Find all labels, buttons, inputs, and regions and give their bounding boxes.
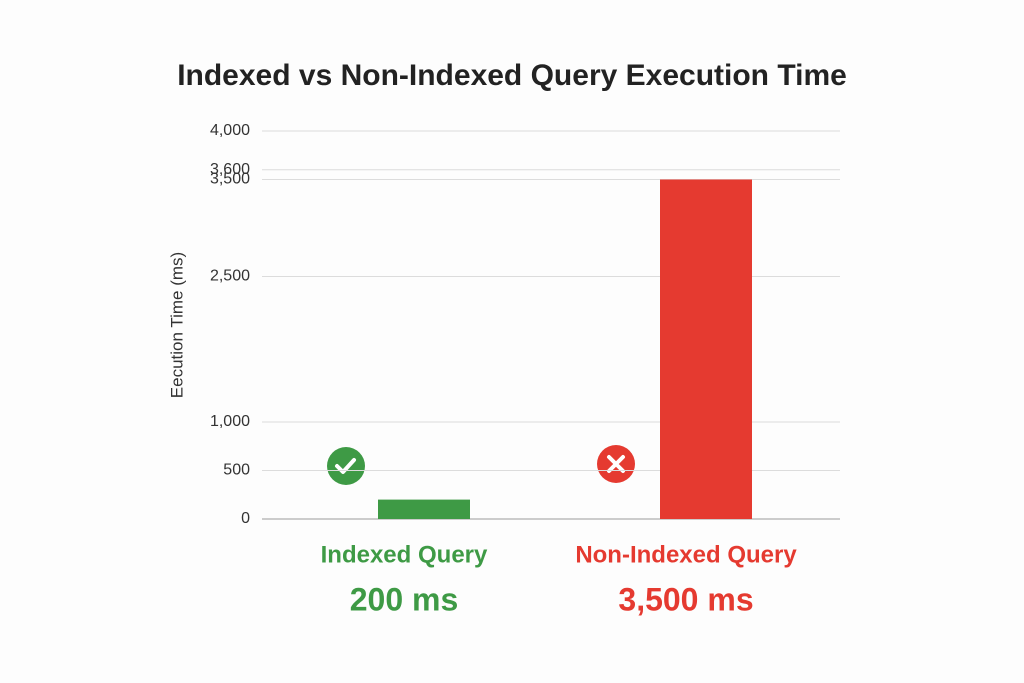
- cross-icon: [597, 445, 635, 483]
- y-tick-label: 3,500: [210, 171, 250, 188]
- bar: [378, 499, 470, 519]
- y-axis-label: Eecution Time (ms): [167, 252, 186, 398]
- bar: [660, 179, 752, 519]
- y-tick-label: 4,000: [210, 122, 250, 139]
- y-tick-label: 1,000: [210, 413, 250, 430]
- y-tick-label: 2,500: [210, 268, 250, 285]
- y-tick-label: 3,600: [210, 161, 250, 178]
- y-tick-label: 500: [223, 462, 250, 479]
- category-label: Non-Indexed Query: [575, 541, 797, 568]
- category-label: Indexed Query: [321, 541, 488, 568]
- check-icon: [327, 447, 365, 485]
- value-label: 3,500 ms: [618, 581, 753, 617]
- value-label: 200 ms: [350, 581, 459, 617]
- chart-title: Indexed vs Non-Indexed Query Execution T…: [177, 59, 847, 92]
- y-tick-label: 0: [241, 510, 250, 527]
